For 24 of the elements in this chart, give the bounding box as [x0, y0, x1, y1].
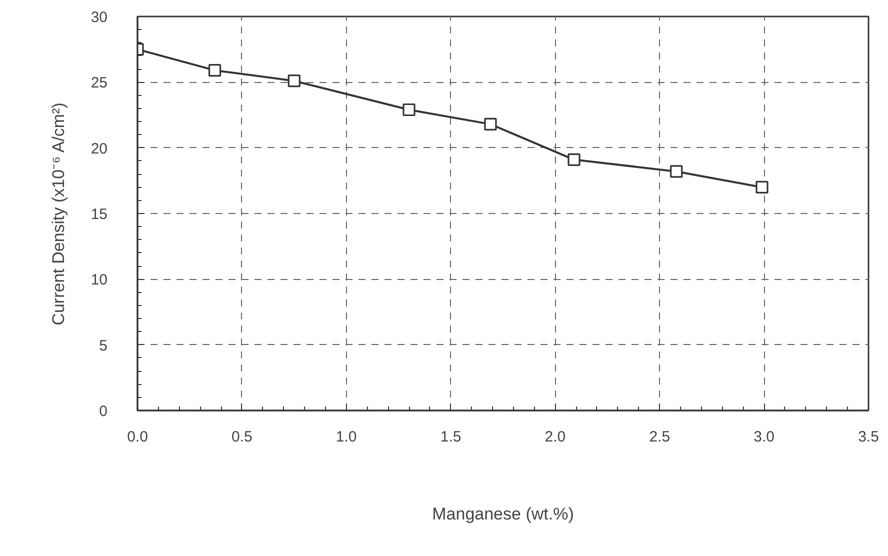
point: [208, 64, 222, 77]
x-tick-label: 1.5: [440, 428, 462, 446]
x-axis-title: Manganese (wt.%): [432, 504, 574, 524]
x-tick-label: 3.5: [858, 428, 879, 446]
y-tick-label: 30: [90, 9, 108, 26]
point: [568, 153, 580, 166]
x-tick-label: 0.0: [127, 428, 148, 446]
x-tick-label: 2.0: [544, 428, 566, 446]
point: [288, 74, 300, 88]
x-tick-label: 1.0: [336, 428, 357, 446]
point: [402, 103, 416, 116]
y-tick-label: 20: [90, 140, 108, 158]
x-tick-label: 2.5: [649, 428, 670, 446]
point: [484, 118, 497, 130]
point: [670, 165, 683, 178]
point: [756, 180, 768, 194]
y-axis-title: Current Density (x10⁻⁶ A/cm²): [48, 102, 68, 326]
y-tick-label: 10: [90, 272, 108, 289]
x-tick-label: 3.0: [754, 428, 775, 446]
y-tick-label: 0: [99, 403, 108, 420]
y-tick-label: 5: [99, 337, 108, 354]
x-tick-label: 0.5: [232, 428, 252, 446]
y-tick-label: 15: [90, 206, 108, 223]
y-tick-label: 25: [90, 74, 108, 92]
